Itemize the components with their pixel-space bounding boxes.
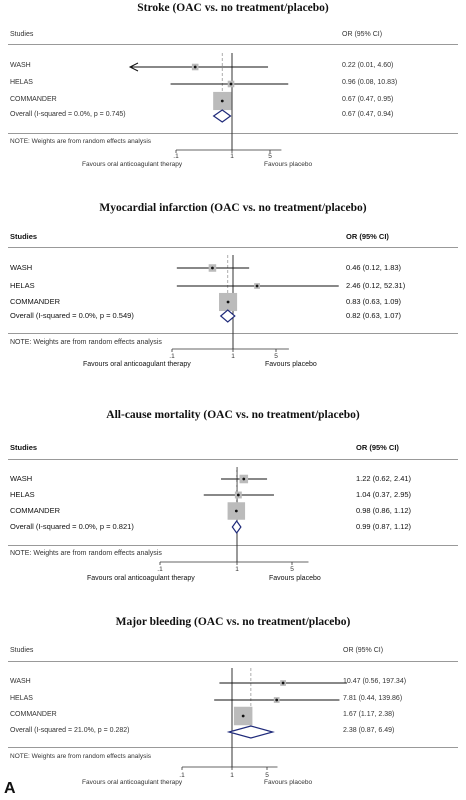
overall-diamond <box>231 519 242 535</box>
point-estimate <box>220 99 224 103</box>
overall-diamond <box>226 725 275 739</box>
overall-or-label: 2.38 (0.87, 6.49) <box>343 727 395 734</box>
note-rule <box>8 545 458 546</box>
weights-note: NOTE: Weights are from random effects an… <box>10 550 162 557</box>
panel-title: Major bleeding (OAC vs. no treatment/pla… <box>115 616 351 628</box>
header-rule <box>8 661 458 662</box>
note-rule <box>8 747 458 748</box>
weights-note: NOTE: Weights are from random effects an… <box>10 753 152 760</box>
overall-label: Overall (I-squared = 21.0%, p = 0.282) <box>10 727 130 734</box>
studies-header: Studies <box>10 31 34 38</box>
x-tick-label: 5 <box>268 153 272 160</box>
study-or-label: 0.46 (0.12, 1.83) <box>346 263 402 272</box>
study-or-label: 10.47 (0.56, 197.34) <box>343 678 407 685</box>
point-estimate <box>234 509 238 513</box>
x-tick-label: 5 <box>265 772 269 779</box>
point-estimate <box>193 65 197 69</box>
header-rule <box>8 247 458 248</box>
overall-label: Overall (I-squared = 0.0%, p = 0.745) <box>10 111 126 118</box>
x-tick-label: 1 <box>231 353 235 360</box>
xlabel-left: Favours oral anticoagulant therapy <box>82 779 183 786</box>
study-label: COMMANDER <box>10 711 57 718</box>
point-estimate <box>242 477 246 481</box>
studies-header: Studies <box>10 232 38 241</box>
xlabel-right: Favours placebo <box>269 575 321 582</box>
note-rule <box>8 133 458 134</box>
study-label: COMMANDER <box>10 297 60 306</box>
study-label: WASH <box>10 263 33 272</box>
header-rule <box>8 459 458 460</box>
overall-or-label: 0.99 (0.87, 1.12) <box>356 522 412 531</box>
x-tick-label: .1 <box>157 566 163 573</box>
study-label: HELAS <box>10 79 33 86</box>
x-tick-label: .1 <box>179 772 185 779</box>
overall-diamond <box>219 309 236 323</box>
study-label: WASH <box>10 62 31 69</box>
x-tick-label: 1 <box>235 566 239 573</box>
study-or-label: 0.67 (0.47, 0.95) <box>342 96 394 103</box>
study-or-label: 0.22 (0.01, 4.60) <box>342 62 394 69</box>
xlabel-right: Favours placebo <box>264 779 313 786</box>
overall-or-label: 0.82 (0.63, 1.07) <box>346 311 402 320</box>
study-label: HELAS <box>10 281 35 290</box>
point-estimate <box>229 82 233 86</box>
weights-note: NOTE: Weights are from random effects an… <box>10 138 152 145</box>
studies-header: Studies <box>10 443 38 452</box>
x-tick-label: 1 <box>230 772 234 779</box>
x-tick-label: .1 <box>173 153 179 160</box>
x-tick-label: 5 <box>290 566 294 573</box>
xlabel-left: Favours oral anticoagulant therapy <box>82 161 183 168</box>
study-label: WASH <box>10 678 31 685</box>
study-label: HELAS <box>10 490 35 499</box>
study-or-label: 0.83 (0.63, 1.09) <box>346 297 402 306</box>
study-or-label: 1.67 (1.17, 2.38) <box>343 711 395 718</box>
study-or-label: 0.98 (0.86, 1.12) <box>356 506 412 515</box>
study-label: COMMANDER <box>10 96 57 103</box>
xlabel-left: Favours oral anticoagulant therapy <box>87 575 195 582</box>
study-label: WASH <box>10 474 33 483</box>
panel-title: Myocardial infarction (OAC vs. no treatm… <box>99 202 367 214</box>
xlabel-right: Favours placebo <box>264 161 313 168</box>
point-estimate <box>226 300 230 304</box>
or-header: OR (95% CI) <box>356 443 399 452</box>
point-estimate <box>255 284 259 288</box>
xlabel-left: Favours oral anticoagulant therapy <box>83 361 191 368</box>
study-or-label: 2.46 (0.12, 52.31) <box>346 281 406 290</box>
study-or-label: 7.81 (0.44, 139.86) <box>343 695 403 702</box>
point-estimate <box>241 714 245 718</box>
point-estimate <box>236 493 240 497</box>
overall-label: Overall (I-squared = 0.0%, p = 0.549) <box>10 311 134 320</box>
panel-letter: A <box>4 780 16 797</box>
or-header: OR (95% CI) <box>346 232 389 241</box>
or-header: OR (95% CI) <box>342 31 383 38</box>
overall-or-label: 0.67 (0.47, 0.94) <box>342 111 394 118</box>
x-tick-label: .1 <box>169 353 175 360</box>
x-tick-label: 5 <box>274 353 278 360</box>
panel-title: All-cause mortality (OAC vs. no treatmen… <box>106 409 360 421</box>
studies-header: Studies <box>10 647 34 654</box>
weights-note: NOTE: Weights are from random effects an… <box>10 339 162 346</box>
ci-arrow <box>128 62 139 72</box>
study-label: HELAS <box>10 695 33 702</box>
study-or-label: 1.22 (0.62, 2.41) <box>356 474 412 483</box>
point-estimate <box>281 681 285 685</box>
study-or-label: 1.04 (0.37, 2.95) <box>356 490 412 499</box>
or-header: OR (95% CI) <box>343 647 384 654</box>
overall-label: Overall (I-squared = 0.0%, p = 0.821) <box>10 522 134 531</box>
header-rule <box>8 44 458 45</box>
study-or-label: 0.96 (0.08, 10.83) <box>342 79 398 86</box>
x-tick-label: 1 <box>230 153 234 160</box>
point-estimate <box>275 698 279 702</box>
xlabel-right: Favours placebo <box>265 361 317 368</box>
panel-title: Stroke (OAC vs. no treatment/placebo) <box>137 2 329 14</box>
study-label: COMMANDER <box>10 506 60 515</box>
overall-diamond <box>212 109 232 123</box>
point-estimate <box>211 266 214 270</box>
